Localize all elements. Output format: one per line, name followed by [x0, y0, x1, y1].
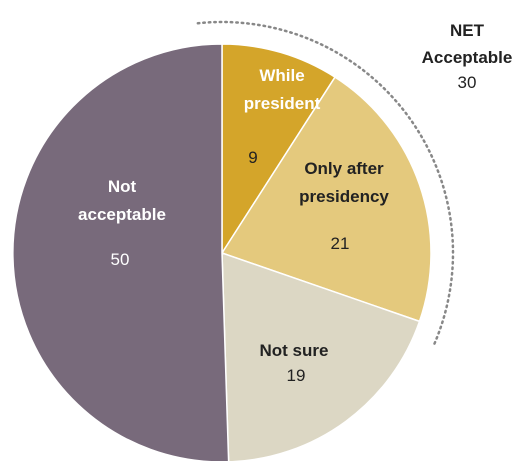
slice-label-while-president-line1: While — [259, 66, 304, 85]
pie-slices — [12, 43, 432, 461]
net-value: 30 — [458, 73, 477, 92]
slice-label-not-sure: Not sure — [260, 341, 329, 360]
slice-label-only-after-presidency-line1: Only after — [304, 159, 384, 178]
slice-value-not-sure: 19 — [287, 366, 306, 385]
net-title-line2: Acceptable — [422, 48, 513, 67]
slice-value-only-after-presidency: 21 — [331, 234, 350, 253]
net-title-line1: NET — [450, 21, 485, 40]
pie-slice-while-president — [221, 43, 337, 256]
pie-slice-only-after-presidency — [220, 76, 432, 323]
slice-label-not-acceptable-line2: acceptable — [78, 205, 166, 224]
slice-value-while-president: 9 — [248, 148, 257, 167]
slice-value-not-acceptable: 50 — [111, 250, 130, 269]
slice-label-only-after-presidency-line2: presidency — [299, 187, 389, 206]
slice-label-not-acceptable-line1: Not — [108, 177, 137, 196]
pie-slice-not-sure — [221, 251, 421, 461]
pie-slice-not-acceptable — [12, 43, 230, 461]
slice-label-while-president-line2: president — [244, 94, 321, 113]
net-acceptable-bracket-arc — [196, 20, 455, 345]
